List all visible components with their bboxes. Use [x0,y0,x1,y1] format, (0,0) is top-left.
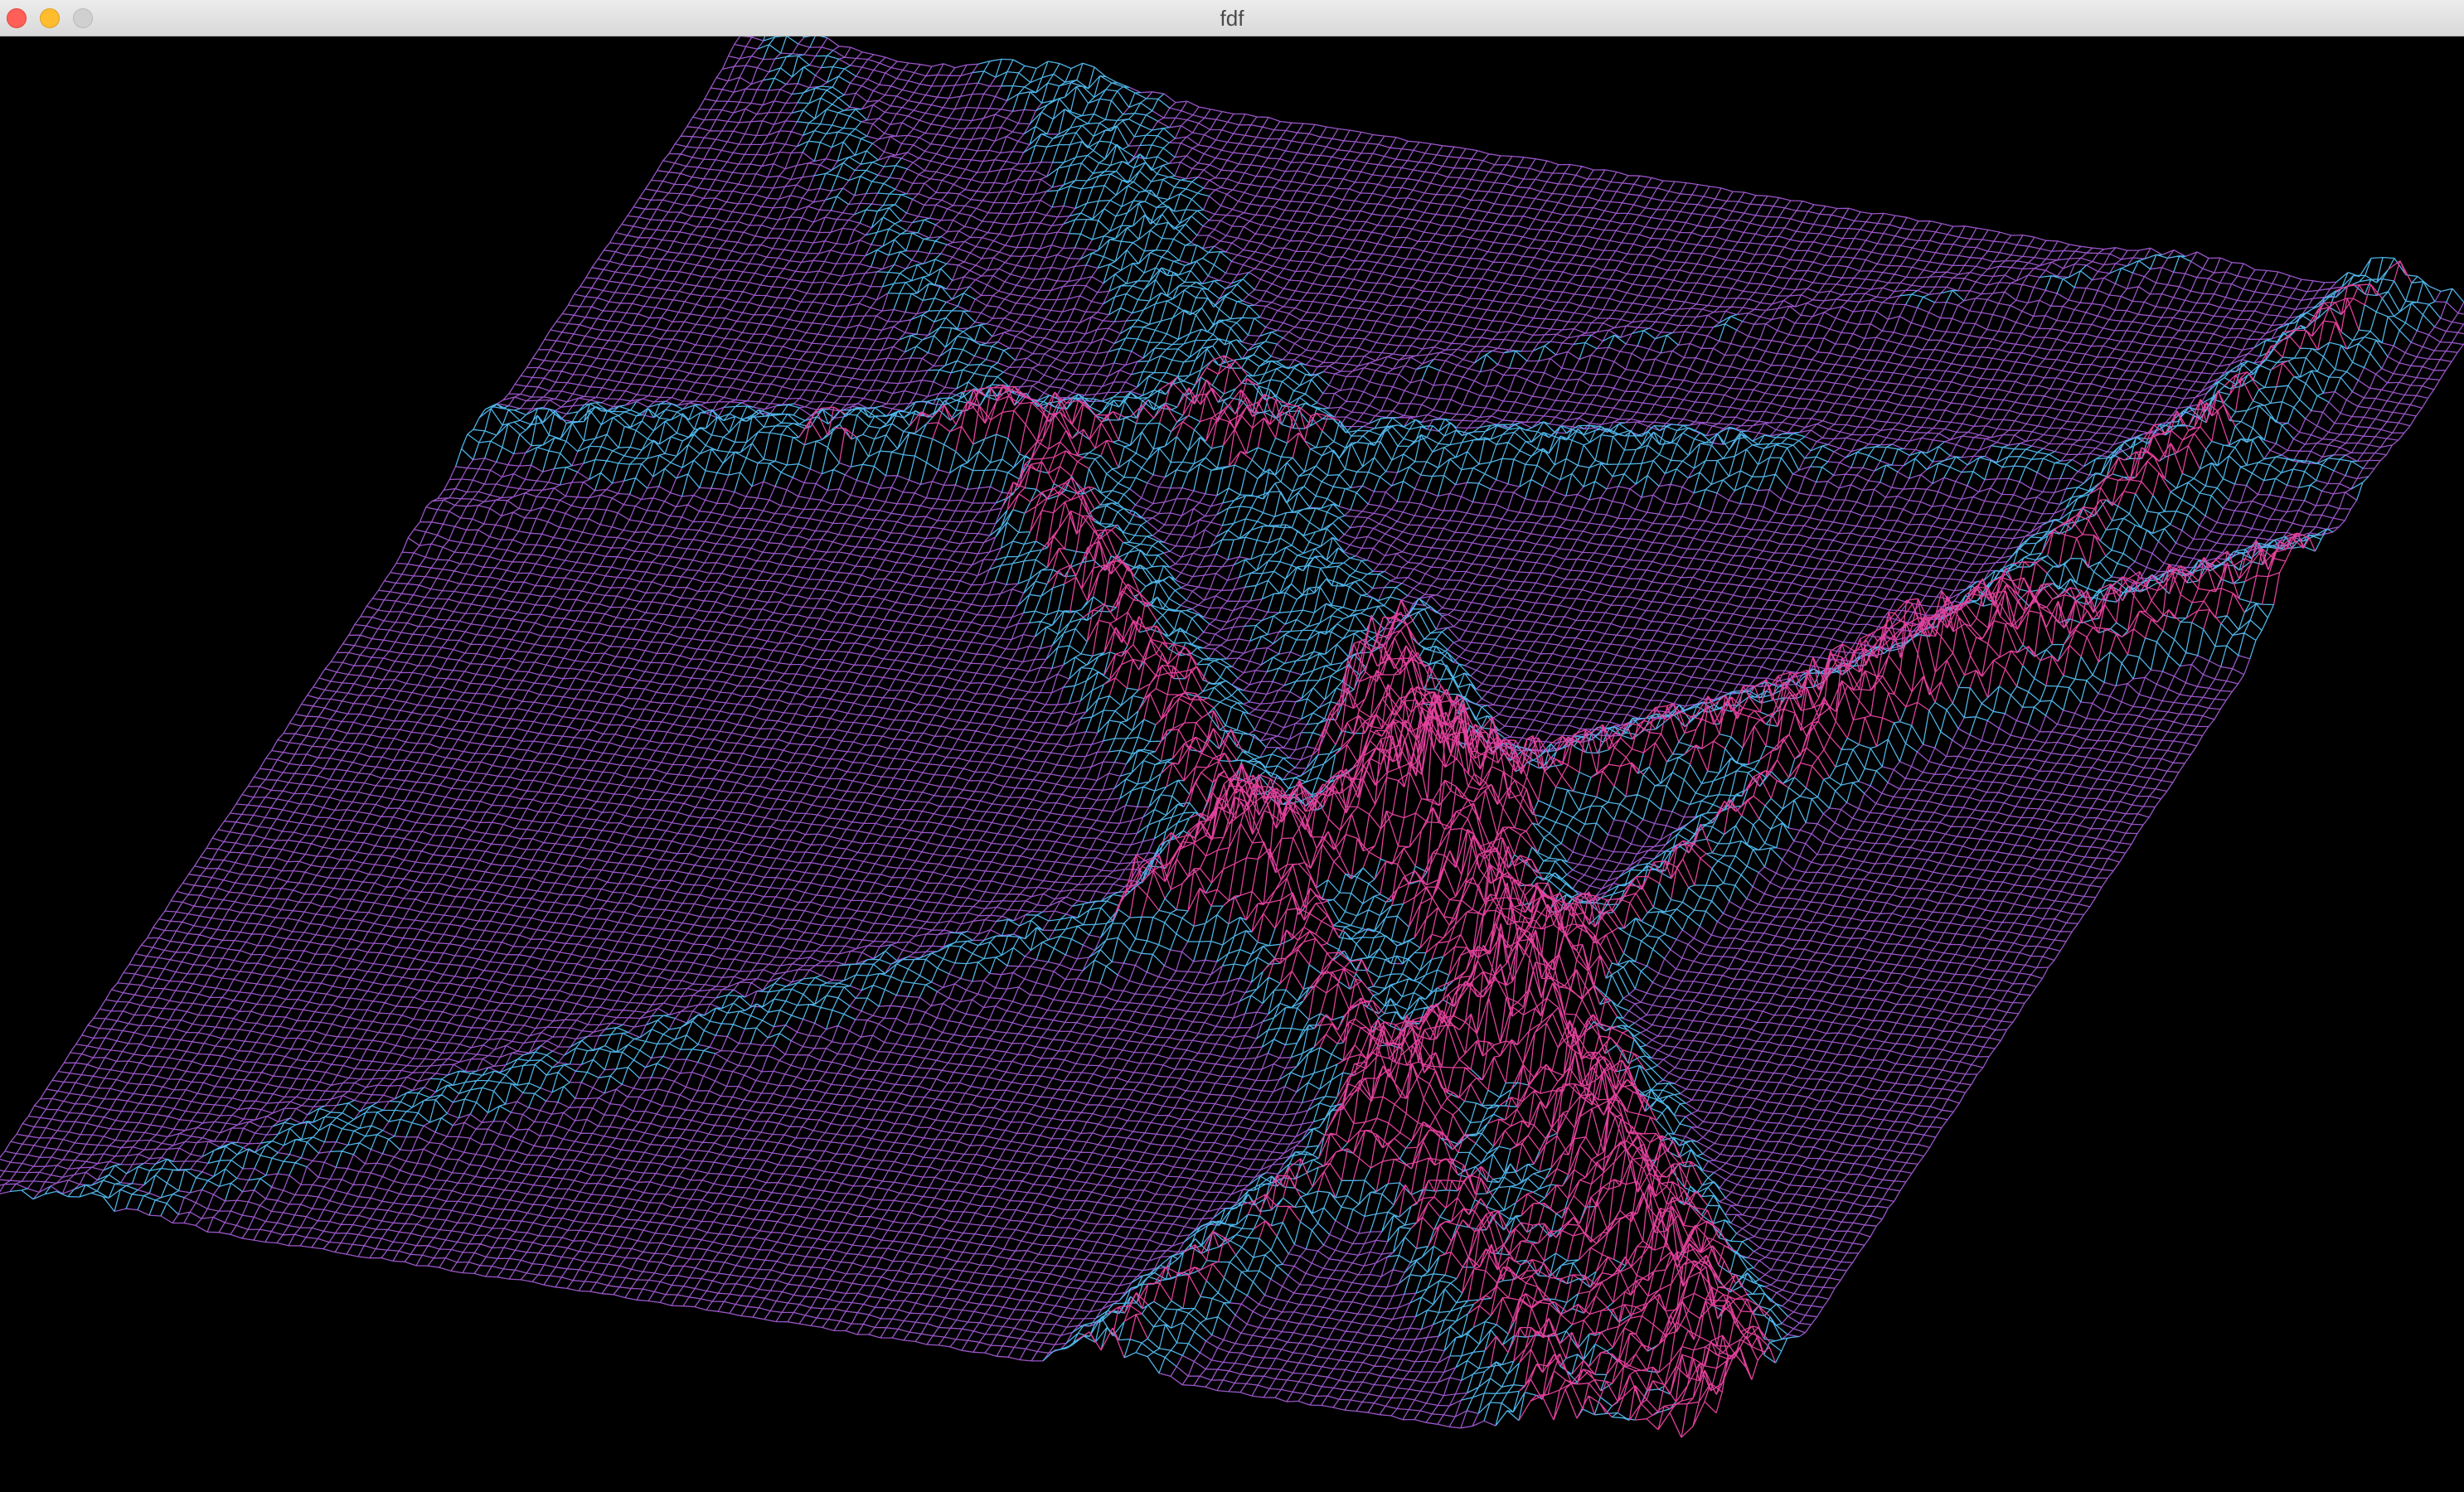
mesh-lines-high [798,260,2413,1438]
mesh-lines-mid [9,36,2464,1427]
window-title: fdf [1220,6,1244,31]
wireframe-mesh [0,36,2464,1438]
minimize-icon[interactable] [40,8,60,28]
wireframe-viewport[interactable] [0,36,2464,1492]
zoom-icon[interactable] [73,8,93,28]
mesh-lines-low [0,36,2464,1429]
close-icon[interactable] [7,8,27,28]
title-bar[interactable]: fdf [0,0,2464,36]
